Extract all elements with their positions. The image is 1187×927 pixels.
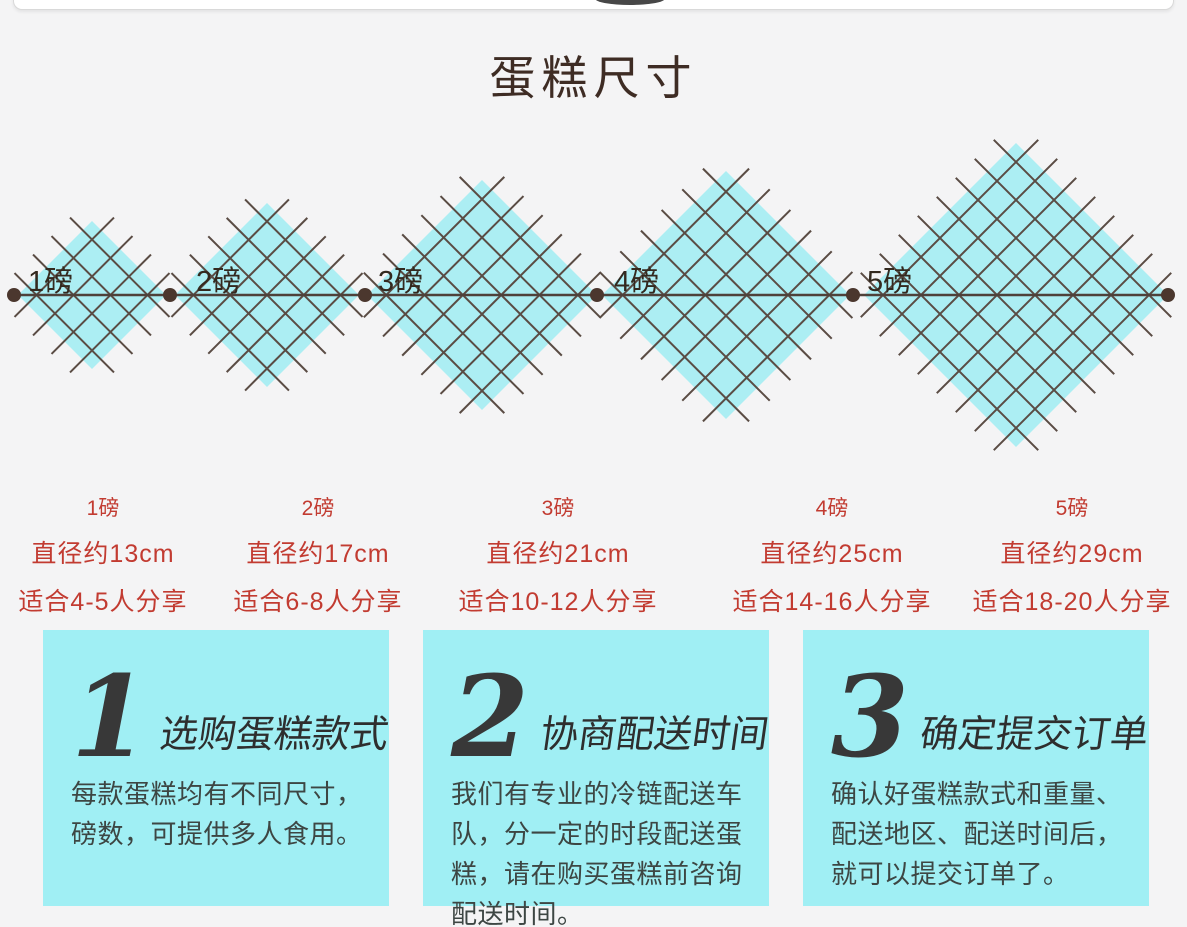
axis-dot: [163, 288, 177, 302]
size-detail-5lb: 5磅 直径约29cm 适合18-20人分享: [942, 492, 1187, 618]
diamond-pound-label: 2磅: [196, 265, 241, 298]
diamond-pound-label: 1磅: [28, 265, 73, 298]
step-number: 2: [451, 652, 529, 784]
diamond-pound-label: 4磅: [614, 265, 659, 298]
step-header: 3 确定提交订单: [831, 652, 1151, 784]
size-pounds: 2磅: [301, 497, 335, 520]
size-diameter: 直径约17cm: [246, 540, 390, 568]
size-diameter: 直径约29cm: [1000, 540, 1144, 568]
axis-dot: [7, 288, 21, 302]
step-card-1: 1 选购蛋糕款式 每款蛋糕均有不同尺寸，磅数，可提供多人食用。: [43, 630, 391, 906]
size-diameter: 直径约25cm: [760, 540, 904, 568]
step-description: 我们有专业的冷链配送车队，分一定的时段配送蛋糕，请在购买蛋糕前咨询配送时间。: [451, 779, 743, 927]
step-title: 协商配送时间: [537, 714, 772, 756]
previous-card-bottom-edge: [13, 0, 1174, 10]
axis-dot: [846, 288, 860, 302]
size-serves: 适合6-8人分享: [233, 588, 403, 616]
step-description: 每款蛋糕均有不同尺寸，磅数，可提供多人食用。: [71, 779, 363, 849]
size-detail-4lb: 4磅 直径约25cm 适合14-16人分享: [702, 492, 962, 618]
size-pounds: 1磅: [86, 497, 120, 520]
size-detail-2lb: 2磅 直径约17cm 适合6-8人分享: [188, 492, 448, 618]
size-diameter: 直径约21cm: [486, 540, 630, 568]
diamond-pound-label: 3磅: [378, 265, 423, 298]
size-detail-1lb: 1磅 直径约13cm 适合4-5人分享: [0, 492, 233, 618]
order-steps-row: 1 选购蛋糕款式 每款蛋糕均有不同尺寸，磅数，可提供多人食用。 2 协商配送时间…: [43, 630, 1151, 927]
size-pounds: 3磅: [541, 497, 575, 520]
step-title: 确定提交订单: [917, 714, 1152, 756]
size-serves: 适合4-5人分享: [18, 588, 188, 616]
step-number: 3: [831, 652, 909, 784]
step-card-2: 2 协商配送时间 我们有专业的冷链配送车队，分一定的时段配送蛋糕，请在购买蛋糕前…: [423, 630, 771, 927]
size-serves: 适合10-12人分享: [458, 588, 658, 616]
top-dark-decoration: [595, 0, 665, 5]
size-detail-3lb: 3磅 直径约21cm 适合10-12人分享: [428, 492, 688, 618]
axis-dot: [358, 288, 372, 302]
step-card-3: 3 确定提交订单 确认好蛋糕款式和重量、配送地区、配送时间后，就可以提交订单了。: [803, 630, 1151, 906]
step-header: 2 协商配送时间: [451, 652, 771, 784]
size-pounds: 5磅: [1055, 497, 1089, 520]
step-title: 选购蛋糕款式: [157, 714, 392, 756]
step-number: 1: [71, 652, 149, 784]
size-diameter: 直径约13cm: [31, 540, 175, 568]
page-title: 蛋糕尺寸: [489, 52, 698, 104]
step-description: 确认好蛋糕款式和重量、配送地区、配送时间后，就可以提交订单了。: [831, 779, 1123, 889]
size-pounds: 4磅: [815, 497, 849, 520]
cake-size-diamond-diagram: 1磅 2磅 3磅 4磅 5磅: [7, 139, 1175, 451]
step-header: 1 选购蛋糕款式: [71, 652, 391, 784]
axis-dot: [590, 288, 604, 302]
axis-dot: [1161, 288, 1175, 302]
size-serves: 适合14-16人分享: [732, 588, 932, 616]
size-serves: 适合18-20人分享: [972, 588, 1172, 616]
diamond-pound-label: 5磅: [867, 265, 912, 298]
